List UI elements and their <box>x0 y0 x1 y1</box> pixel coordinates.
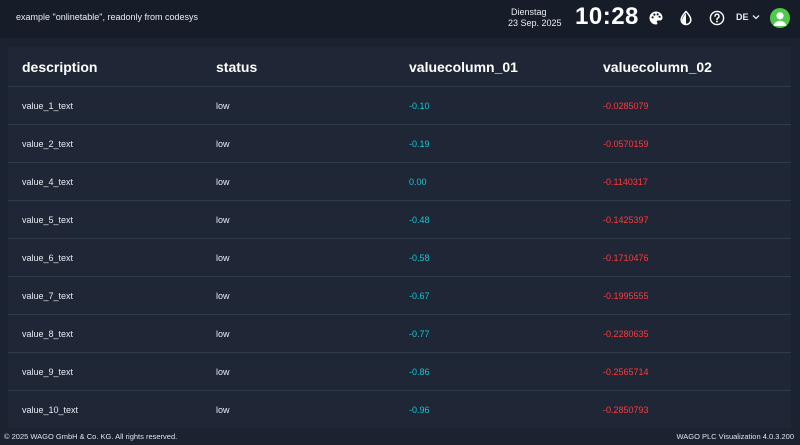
help-icon[interactable] <box>709 10 725 26</box>
valuecolumn-02-cell: -0.0285079 <box>603 101 649 111</box>
weekday-label: Dienstag <box>511 7 547 17</box>
valuecolumn-01-cell: -0.96 <box>409 405 430 415</box>
valuecolumn-01-cell: -0.77 <box>409 329 430 339</box>
status-cell: low <box>216 405 230 415</box>
date-display: Dienstag 23 Sep. 2025 <box>508 7 562 29</box>
table-header: description status valuecolumn_01 valuec… <box>8 47 791 87</box>
description-cell: value_4_text <box>22 177 74 187</box>
status-cell: low <box>216 291 230 301</box>
online-table: description status valuecolumn_01 valuec… <box>8 47 791 428</box>
description-cell: value_6_text <box>22 253 74 263</box>
version-text: WAGO PLC Visualization 4.0.3.200 <box>676 432 794 441</box>
status-cell: low <box>216 215 230 225</box>
status-cell: low <box>216 177 230 187</box>
status-cell: low <box>216 139 230 149</box>
valuecolumn-01-cell: -0.58 <box>409 253 430 263</box>
palette-icon[interactable] <box>648 10 664 26</box>
valuecolumn-02-cell: -0.2280635 <box>603 329 649 339</box>
language-label: DE <box>736 12 749 22</box>
column-header-valuecolumn-01: valuecolumn_01 <box>409 59 518 75</box>
valuecolumn-02-cell: -0.2850793 <box>603 405 649 415</box>
valuecolumn-02-cell: -0.1710476 <box>603 253 649 263</box>
table-row: value_4_text low 0.00 -0.1140317 <box>8 163 791 201</box>
status-cell: low <box>216 253 230 263</box>
language-selector[interactable]: DE <box>736 12 761 22</box>
description-cell: value_1_text <box>22 101 74 111</box>
copyright-text: © 2025 WAGO GmbH & Co. KG. All rights re… <box>4 432 178 441</box>
valuecolumn-02-cell: -0.2565714 <box>603 367 649 377</box>
valuecolumn-01-cell: -0.19 <box>409 139 430 149</box>
column-header-description: description <box>22 59 98 75</box>
valuecolumn-02-cell: -0.1995555 <box>603 291 649 301</box>
table-row: value_6_text low -0.58 -0.1710476 <box>8 239 791 277</box>
valuecolumn-02-cell: -0.1425397 <box>603 215 649 225</box>
table-row: value_8_text low -0.77 -0.2280635 <box>8 315 791 353</box>
status-cell: low <box>216 101 230 111</box>
description-cell: value_7_text <box>22 291 74 301</box>
description-cell: value_2_text <box>22 139 74 149</box>
table-row: value_10_text low -0.96 -0.2850793 <box>8 391 791 428</box>
table-row: value_9_text low -0.86 -0.2565714 <box>8 353 791 391</box>
column-header-status: status <box>216 59 258 75</box>
valuecolumn-01-cell: 0.00 <box>409 177 427 187</box>
top-bar: example "onlinetable", readonly from cod… <box>0 0 800 38</box>
table-row: value_1_text low -0.10 -0.0285079 <box>8 87 791 125</box>
valuecolumn-01-cell: -0.48 <box>409 215 430 225</box>
contrast-icon[interactable] <box>678 10 694 26</box>
description-cell: value_8_text <box>22 329 74 339</box>
valuecolumn-01-cell: -0.86 <box>409 367 430 377</box>
table-row: value_7_text low -0.67 -0.1995555 <box>8 277 791 315</box>
column-header-valuecolumn-02: valuecolumn_02 <box>603 59 712 75</box>
valuecolumn-01-cell: -0.67 <box>409 291 430 301</box>
table-row: value_5_text low -0.48 -0.1425397 <box>8 201 791 239</box>
status-cell: low <box>216 329 230 339</box>
valuecolumn-01-cell: -0.10 <box>409 101 430 111</box>
valuecolumn-02-cell: -0.0570159 <box>603 139 649 149</box>
description-cell: value_10_text <box>22 405 79 415</box>
user-avatar[interactable] <box>770 8 790 28</box>
user-icon <box>773 12 787 26</box>
description-cell: value_9_text <box>22 367 74 377</box>
valuecolumn-02-cell: -0.1140317 <box>603 177 648 187</box>
status-cell: low <box>216 367 230 377</box>
clock: 10:28 <box>575 3 639 30</box>
chevron-down-icon <box>752 15 759 20</box>
app-title: example "onlinetable", readonly from cod… <box>16 12 198 22</box>
date-label: 23 Sep. 2025 <box>508 18 562 28</box>
table-row: value_2_text low -0.19 -0.0570159 <box>8 125 791 163</box>
description-cell: value_5_text <box>22 215 74 225</box>
